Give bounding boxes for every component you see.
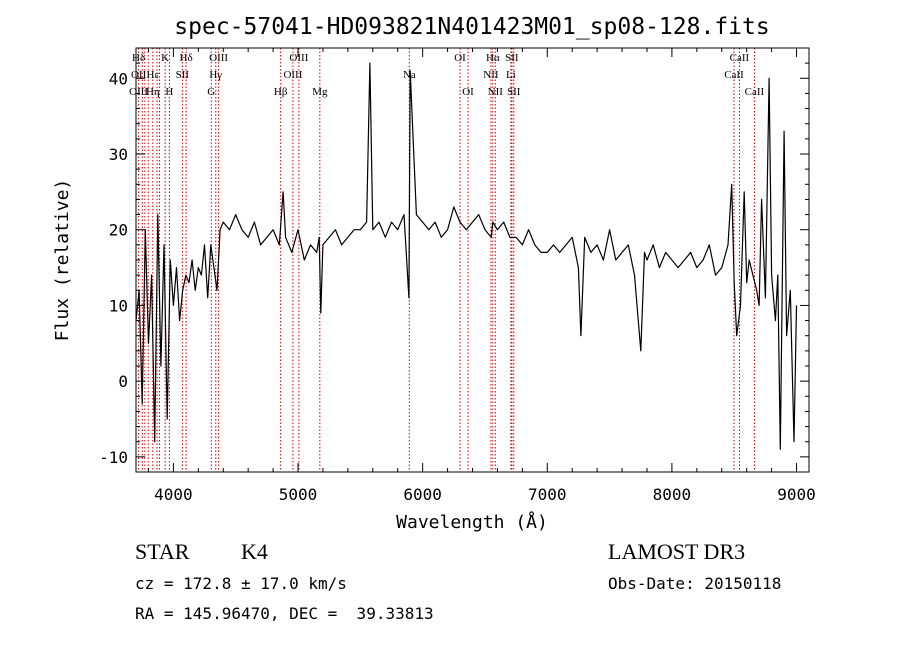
spectral-line-label: OIII <box>209 52 228 64</box>
object-subclass: K4 <box>241 539 268 564</box>
x-axis-label: Wavelength (Å) <box>396 511 548 533</box>
ra-dec: RA = 145.96470, DEC = 39.33813 <box>135 604 434 623</box>
spectral-line-label: NII <box>488 86 504 98</box>
x-axis-ticks: 4000 5000 6000 7000 8000 9000 <box>147 48 816 504</box>
spectral-line-label: OII <box>131 69 147 81</box>
chart-title: spec-57041-HD093821N401423M01_sp08-128.f… <box>174 14 769 40</box>
spectral-line-label: SII <box>507 86 521 98</box>
survey-name: LAMOST DR3 <box>608 539 746 564</box>
y-tick-label: 40 <box>109 69 128 88</box>
spectral-line-label: NII <box>483 69 499 81</box>
x-tick-label: 5000 <box>279 485 318 504</box>
spectral-line-markers <box>138 48 755 472</box>
y-tick-label: 0 <box>118 372 128 391</box>
spectral-line-label: SII <box>505 52 519 64</box>
spectral-line-label: OI <box>462 86 474 98</box>
y-tick-label: 30 <box>109 145 128 164</box>
spectral-line-label: OIII <box>283 69 302 81</box>
observation-date: Obs-Date: 20150118 <box>608 574 782 593</box>
x-tick-label: 9000 <box>777 485 816 504</box>
spectral-line-label: H <box>165 86 173 98</box>
x-tick-label: 7000 <box>528 485 567 504</box>
spectrum-line <box>135 62 798 450</box>
x-tick-label: 8000 <box>653 485 692 504</box>
spectral-line-label: Mg <box>312 86 328 98</box>
spectral-line-label: CaII <box>730 52 750 64</box>
y-tick-label: 20 <box>109 221 128 240</box>
spectral-line-label: G <box>207 86 215 98</box>
y-axis-label: Flux (relative) <box>52 179 73 342</box>
spectral-line-label: Hε <box>147 69 160 81</box>
spectral-line-label: Hη <box>146 86 160 98</box>
plot-frame <box>135 47 810 473</box>
spectral-line-label: Hδ <box>180 52 193 64</box>
y-axis-ticks: -10 0 10 20 30 40 <box>99 47 809 473</box>
spectral-line-label: CaII <box>724 69 744 81</box>
spectral-line-label: Hδ <box>132 52 145 64</box>
x-tick-label: 6000 <box>403 485 442 504</box>
spectral-line-label: OIII <box>129 86 148 98</box>
spectral-line-label: Hγ <box>209 69 222 81</box>
y-tick-label: -10 <box>99 448 128 467</box>
spectral-line-label: Hα <box>486 52 500 64</box>
spectral-line-label: OI <box>454 52 466 64</box>
spectral-line-label: CaII <box>745 86 765 98</box>
spectral-line-label: K <box>161 52 169 64</box>
spectral-line-label: Li <box>506 69 516 81</box>
spectral-line-label: Hβ <box>274 86 288 98</box>
x-tick-label: 4000 <box>154 485 193 504</box>
spectral-line-label: OIII <box>289 52 308 64</box>
redshift-cz: cz = 172.8 ± 17.0 km/s <box>135 574 347 593</box>
object-class: STAR <box>135 539 190 564</box>
spectral-line-labels: HδOIIOIIIHεHηKHSIIHδGHγOIIIHβOIIIOIIIMgN… <box>129 52 764 98</box>
y-tick-label: 10 <box>109 296 128 315</box>
spectral-line-label: SII <box>176 69 190 81</box>
spectral-line-label: Na <box>403 69 416 81</box>
